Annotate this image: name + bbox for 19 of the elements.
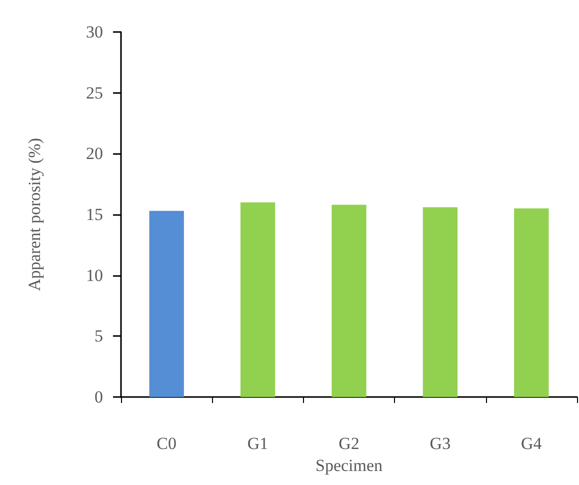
bar (422, 207, 458, 397)
y-tick-label: 0 (94, 388, 103, 406)
bar (240, 202, 276, 397)
bar (149, 210, 184, 397)
y-axis-title: Apparent porosity (%) (25, 138, 44, 291)
y-tick-label: 20 (86, 144, 103, 164)
x-tick-label: G1 (247, 434, 268, 453)
y-tick-label: 10 (86, 266, 103, 285)
bar (332, 204, 366, 397)
x-tick-label: G2 (338, 434, 360, 453)
bar (514, 208, 549, 397)
x-tick-label: G4 (521, 434, 542, 453)
x-tick-label: C0 (156, 434, 177, 453)
x-tick-label: G3 (430, 434, 451, 453)
x-axis-title: Specimen (315, 456, 384, 475)
y-tick-label: 5 (94, 326, 103, 346)
y-tick-label: 25 (86, 83, 103, 102)
y-tick-label: 30 (86, 22, 103, 42)
y-tick-label: 15 (86, 205, 103, 224)
